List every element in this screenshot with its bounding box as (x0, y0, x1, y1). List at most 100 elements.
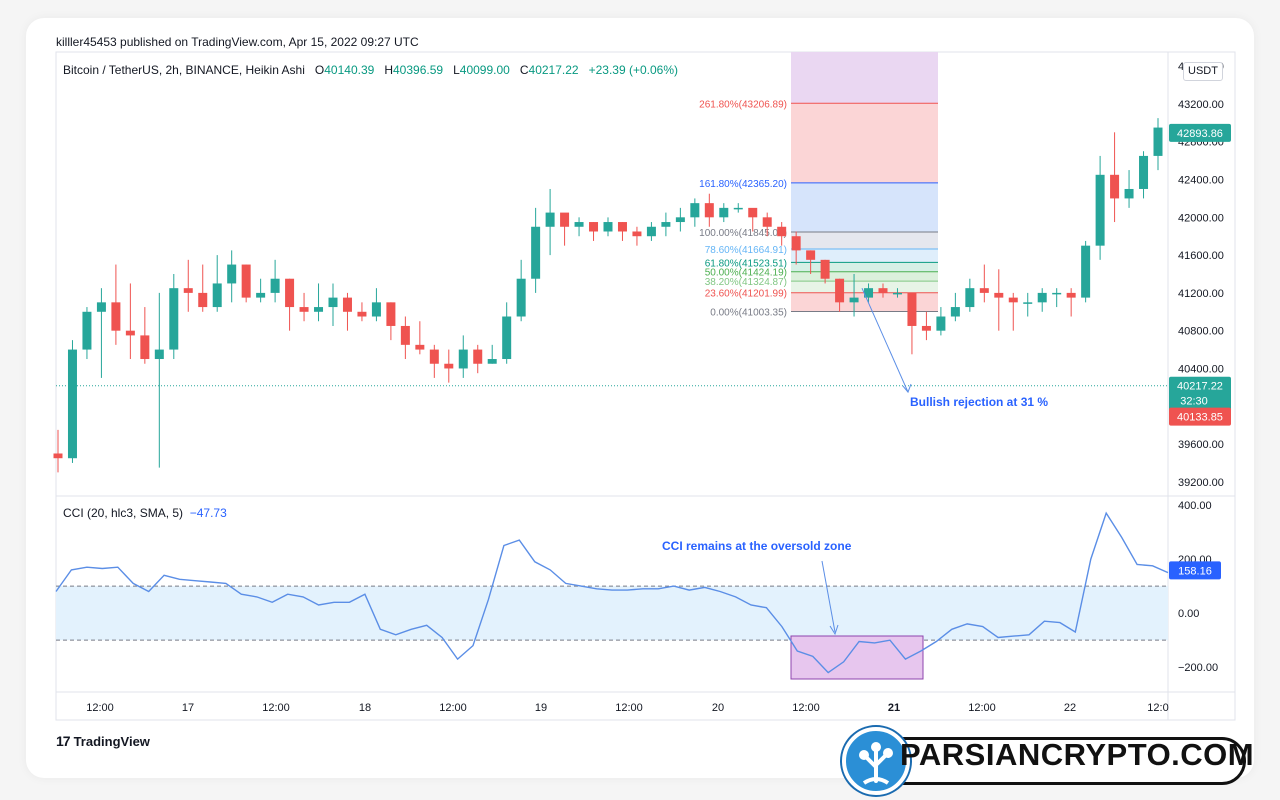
candle-body[interactable] (748, 207, 758, 218)
candle-body[interactable] (994, 292, 1004, 298)
candle-body[interactable] (371, 302, 381, 317)
cci-oversold-annotation[interactable]: CCI remains at the oversold zone (662, 539, 852, 553)
candle-body[interactable] (864, 288, 874, 298)
candle-body[interactable] (531, 226, 541, 279)
candle-body[interactable] (1124, 188, 1134, 199)
candle-body[interactable] (560, 212, 570, 227)
candle-body[interactable] (429, 349, 439, 364)
candle-body[interactable] (979, 288, 989, 293)
rejection-arrow[interactable] (861, 287, 909, 393)
candle-body[interactable] (53, 453, 63, 459)
candle-body[interactable] (67, 349, 77, 459)
candle-body[interactable] (719, 207, 729, 218)
candle-body[interactable] (169, 288, 179, 350)
candle-body[interactable] (415, 344, 425, 350)
candle-body[interactable] (661, 222, 671, 227)
candle-body[interactable] (806, 250, 816, 260)
cci-line[interactable] (55, 511, 1169, 674)
candle-body[interactable] (342, 297, 352, 312)
time-tick-label: 12:00 (86, 702, 114, 714)
candle-body[interactable] (183, 288, 193, 293)
candle-body[interactable] (574, 222, 584, 227)
cci-tick-label: 0.00 (1178, 608, 1199, 620)
candle-body[interactable] (125, 330, 135, 336)
candle-body[interactable] (458, 349, 468, 369)
candle-body[interactable] (762, 217, 772, 227)
candle-body[interactable] (212, 283, 222, 308)
candle-body[interactable] (1008, 297, 1018, 303)
candle-body[interactable] (1153, 127, 1163, 156)
candle-body[interactable] (892, 292, 902, 295)
candle-body[interactable] (198, 292, 208, 308)
symbol-label[interactable]: Bitcoin / TetherUS, 2h, BINANCE, Heikin … (63, 63, 305, 77)
cci-annotation-arrow-head (829, 624, 839, 636)
candle-body[interactable] (675, 217, 685, 223)
candle-body[interactable] (632, 231, 642, 237)
candle-body[interactable] (907, 292, 917, 326)
candle-body[interactable] (777, 226, 787, 237)
candle-body[interactable] (545, 212, 555, 227)
candle-body[interactable] (473, 349, 483, 364)
candle-body[interactable] (791, 236, 801, 251)
candle-body[interactable] (96, 302, 106, 312)
candle-body[interactable] (140, 335, 150, 360)
cci-legend-label[interactable]: CCI (20, hlc3, SMA, 5) (63, 506, 184, 520)
candle-body[interactable] (314, 307, 324, 312)
candle-body[interactable] (270, 278, 280, 293)
time-tick-label: 22 (1064, 702, 1076, 714)
candle-body[interactable] (950, 307, 960, 317)
tree-logo-icon (842, 727, 910, 795)
time-tick-label: 12:00 (792, 702, 820, 714)
candle-body[interactable] (849, 297, 859, 303)
candle-body[interactable] (1139, 155, 1149, 189)
cci-annotation-arrow[interactable] (821, 560, 836, 633)
cci-tick-label: 400.00 (1178, 500, 1212, 512)
high-label: H (384, 63, 393, 77)
candle-body[interactable] (328, 297, 338, 308)
candle-body[interactable] (936, 316, 946, 331)
rejection-annotation[interactable]: Bullish rejection at 31 % (910, 395, 1048, 409)
candle-body[interactable] (502, 316, 512, 360)
candle-body[interactable] (111, 302, 121, 331)
candle-body[interactable] (487, 359, 497, 364)
candle-body[interactable] (820, 259, 830, 279)
candle-body[interactable] (704, 203, 714, 218)
time-tick-label: 21 (888, 702, 900, 714)
candle-body[interactable] (835, 278, 845, 303)
candle-body[interactable] (1023, 302, 1033, 304)
candle-body[interactable] (299, 307, 309, 312)
candle-body[interactable] (227, 264, 237, 284)
fib-zone (791, 262, 938, 272)
candle-body[interactable] (1081, 245, 1091, 298)
candle-body[interactable] (516, 278, 526, 317)
fib-level-label: 38.20%(41324.87) (705, 277, 787, 288)
candle-body[interactable] (1052, 292, 1062, 295)
candle-body[interactable] (357, 311, 367, 317)
candle-body[interactable] (444, 363, 454, 369)
candle-body[interactable] (154, 349, 164, 360)
candle-body[interactable] (690, 203, 700, 218)
candle-body[interactable] (1037, 292, 1047, 303)
candle-body[interactable] (1110, 174, 1120, 199)
candle-body[interactable] (82, 311, 92, 350)
candle-body[interactable] (285, 278, 295, 308)
price-tick-label: 43200.00 (1178, 99, 1224, 111)
candle-body[interactable] (878, 288, 888, 293)
candle-body[interactable] (965, 288, 975, 308)
candle-body[interactable] (603, 222, 613, 232)
candle-body[interactable] (256, 292, 266, 298)
open-label: O (314, 63, 325, 77)
candle-body[interactable] (400, 325, 410, 345)
candle-body[interactable] (241, 264, 251, 298)
candle-body[interactable] (1095, 174, 1105, 246)
candle-body[interactable] (1066, 292, 1076, 298)
candle-body[interactable] (617, 222, 627, 232)
candle-body[interactable] (646, 226, 656, 237)
candle-body[interactable] (921, 325, 931, 331)
candle-body[interactable] (589, 222, 599, 232)
currency-button[interactable]: USDT (1183, 62, 1223, 81)
candle-body[interactable] (386, 302, 396, 326)
candle-body[interactable] (733, 207, 743, 210)
tradingview-logo[interactable]: 17 TradingView (56, 733, 150, 749)
